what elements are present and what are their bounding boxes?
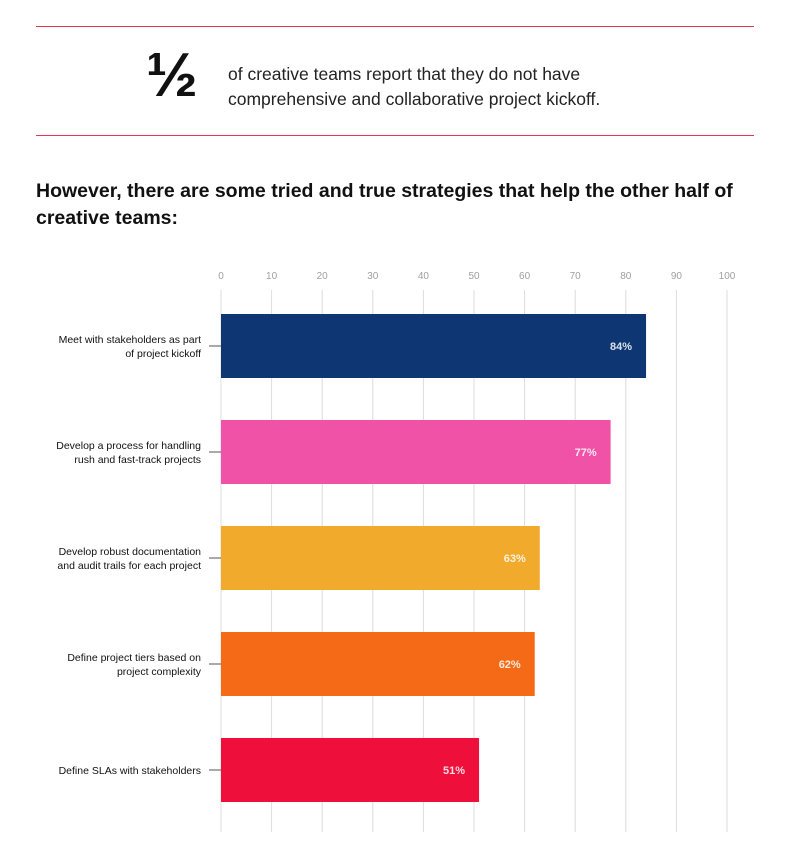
tick-label-10: 10 bbox=[266, 271, 278, 282]
tick-label-20: 20 bbox=[317, 271, 329, 282]
tick-label-0: 0 bbox=[218, 271, 224, 282]
category-label-5: Define SLAs with stakeholders bbox=[59, 765, 201, 777]
tick-label-60: 60 bbox=[519, 271, 531, 282]
value-label-3: 63% bbox=[504, 553, 526, 565]
bar-3 bbox=[221, 526, 540, 590]
tick-label-70: 70 bbox=[570, 271, 582, 282]
bar-chart: 0 10 20 30 40 50 60 70 80 90 100 Meet with stakehol… bbox=[56, 271, 736, 832]
stat-text: of creative teams report that they do no… bbox=[228, 64, 601, 109]
tick-label-100: 100 bbox=[719, 271, 736, 282]
bottom-divider bbox=[36, 135, 754, 136]
bar-5 bbox=[221, 738, 480, 802]
bar-2 bbox=[221, 420, 611, 484]
value-label-2: 77% bbox=[575, 447, 597, 459]
bar-4 bbox=[221, 632, 535, 696]
category-label-2: Develop a process for handling rush and f… bbox=[56, 440, 201, 466]
tick-label-50: 50 bbox=[468, 271, 480, 282]
value-label-5: 51% bbox=[443, 765, 465, 777]
category-label-4: Define project tiers based on project com… bbox=[67, 652, 201, 678]
top-divider bbox=[36, 26, 754, 27]
bar-1 bbox=[221, 314, 647, 378]
tick-label-80: 80 bbox=[620, 271, 632, 282]
category-label-3: Develop robust documentation and audit tr… bbox=[57, 546, 201, 572]
chart-headline: However, there are some tried and true s… bbox=[36, 180, 733, 229]
stat-number: ½ bbox=[146, 41, 198, 110]
value-label-4: 62% bbox=[499, 659, 521, 671]
tick-label-90: 90 bbox=[671, 271, 683, 282]
tick-label-30: 30 bbox=[367, 271, 379, 282]
category-label-1: Meet with stakeholders as part of project… bbox=[59, 334, 201, 360]
tick-label-40: 40 bbox=[418, 271, 430, 282]
value-label-1: 84% bbox=[610, 341, 632, 353]
